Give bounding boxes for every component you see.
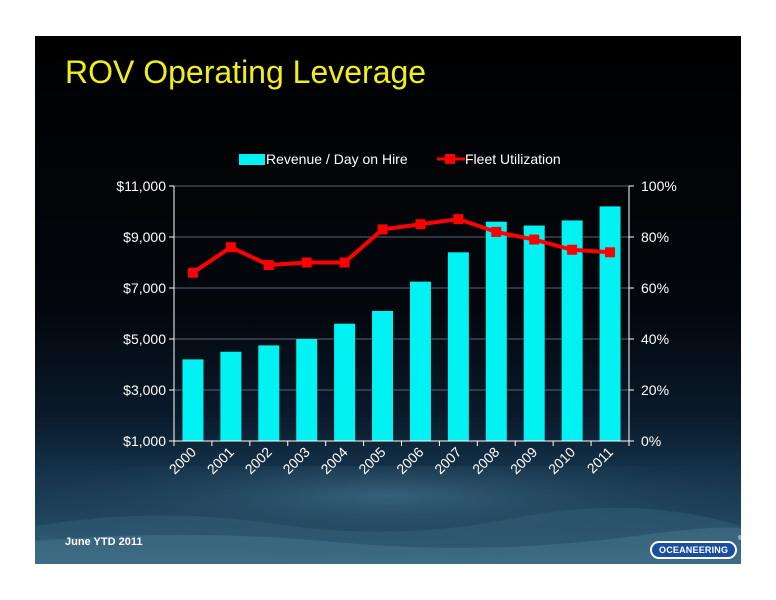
bar [182,359,204,441]
x-tick-label: 2009 [507,444,540,477]
x-tick-label: 2010 [545,444,578,477]
legend-swatch-revenue [239,154,265,165]
combo-chart: $1,000 0% $3,000 20% $5,000 40% $7,000 60% $9,00… [116,151,677,477]
left-tick-label: $3,000 [123,382,166,398]
utilization-marker [605,247,616,258]
x-tick-label: 2008 [469,444,502,477]
x-tick-label: 2002 [242,444,275,477]
bar-series [182,206,621,441]
oceaneering-logo: OCEANEERING [650,541,738,559]
right-tick-label: 0% [641,433,661,449]
utilization-marker [415,219,426,230]
utilization-marker [453,214,464,225]
left-tick-label: $1,000 [123,433,166,449]
x-tick-label: 2007 [431,444,464,477]
utilization-marker [225,242,236,253]
registered-mark: ® [738,536,741,542]
bar [409,281,431,441]
right-tick-label: 40% [641,331,669,347]
bar [599,206,621,441]
utilization-marker [377,224,388,235]
x-tick-label: 2000 [166,444,199,477]
right-tick-label: 60% [641,280,669,296]
left-tick-label: $5,000 [123,331,166,347]
utilization-marker [339,257,350,268]
legend: Revenue / Day on Hire Fleet Utilization [239,151,561,167]
bar [523,225,545,441]
legend-marker-utilization [445,154,455,164]
slide: ROV Operating Leverage $1,000 0% $3,000 20%… [35,36,741,564]
bar [447,252,469,441]
utilization-marker [529,234,540,245]
bar [334,323,356,441]
utilization-line [191,217,611,275]
right-tick-label: 80% [641,229,669,245]
legend-label-utilization: Fleet Utilization [465,151,561,167]
bar [372,310,394,441]
x-tick-label: 2006 [393,444,426,477]
bar [258,345,280,441]
utilization-marker [567,244,578,255]
right-tick-label: 20% [641,382,669,398]
left-tick-label: $7,000 [123,280,166,296]
bar [220,351,242,441]
utilization-marker [491,226,502,237]
x-tick-label: 2001 [204,444,237,477]
slide-title: ROV Operating Leverage [65,54,427,90]
bar [485,221,507,441]
left-tick-label: $11,000 [116,178,166,194]
bar [296,339,318,441]
x-tick-label: 2011 [584,444,617,477]
legend-label-revenue: Revenue / Day on Hire [266,151,408,167]
bar [561,220,583,441]
utilization-marker [301,257,312,268]
left-tick-label: $9,000 [123,229,166,245]
right-tick-label: 100% [641,178,677,194]
seafloor-background [35,466,741,564]
x-tick-label: 2005 [355,444,388,477]
footer-note: June YTD 2011 [65,536,143,548]
line-series [187,214,616,278]
x-tick-label: 2004 [317,444,350,477]
utilization-marker [263,260,274,271]
utilization-marker [187,267,198,278]
grid-lines [174,185,629,391]
x-tick-label: 2003 [279,444,312,477]
